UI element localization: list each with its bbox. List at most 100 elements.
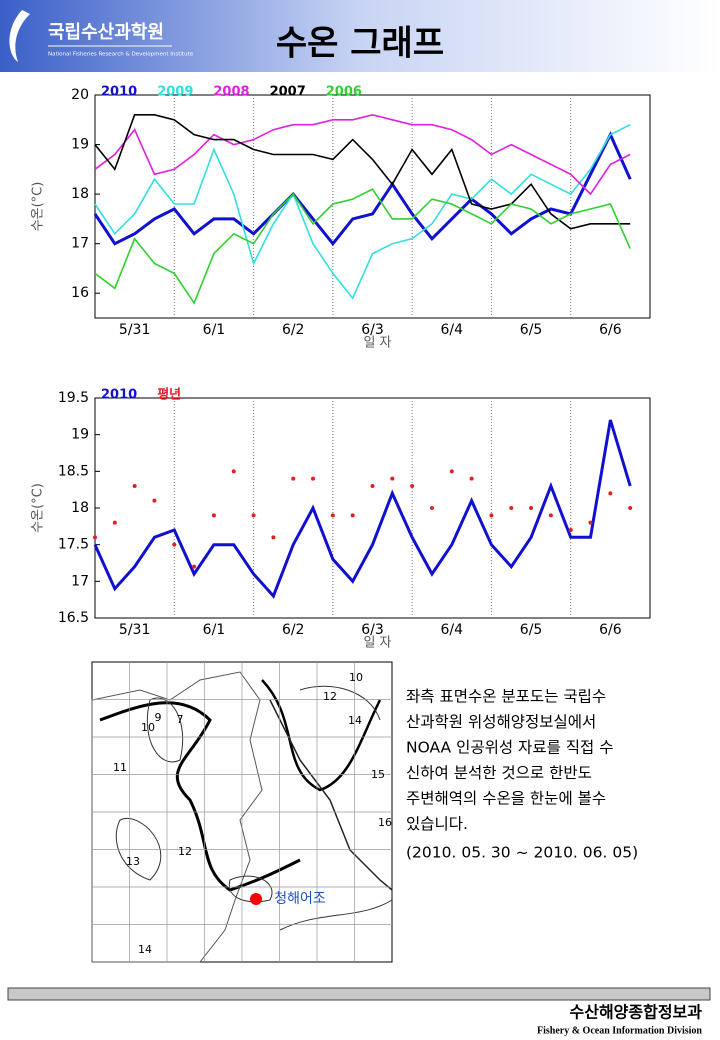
series-line (94, 114, 631, 230)
y-tick-label: 18.5 (58, 463, 89, 479)
x-tick-label: 6/1 (203, 622, 226, 638)
contour-label: 15 (371, 768, 385, 781)
legend-label: 2010 (101, 388, 137, 403)
y-tick-label: 20 (71, 87, 89, 103)
front (99, 701, 301, 892)
contour-label: 7 (177, 713, 184, 726)
data-point (291, 476, 296, 481)
series-line (94, 123, 631, 300)
data-point (330, 513, 335, 518)
x-tick-label: 6/5 (520, 322, 543, 338)
description-line: 산과학원 위성해양정보실에서 (406, 713, 596, 731)
y-tick-label: 19.5 (58, 390, 89, 406)
x-tick-label: 6/5 (520, 622, 543, 638)
contour-label: 13 (126, 855, 140, 868)
data-point (628, 506, 633, 510)
y-tick-label: 17 (71, 236, 89, 252)
y-axis-label: 수온(°C) (31, 182, 46, 232)
coast (269, 699, 393, 891)
data-point (112, 520, 117, 525)
data-point (132, 484, 137, 488)
legend-label: 2008 (213, 85, 249, 100)
y-tick-label: 18 (71, 500, 89, 516)
data-point (93, 535, 97, 540)
y-tick-label: 17 (71, 573, 89, 589)
x-tick-label: 6/1 (203, 322, 226, 338)
x-axis-label: 일 자 (363, 336, 391, 351)
series-line (93, 419, 632, 599)
x-tick-label: 6/2 (282, 322, 305, 338)
x-tick-label: 5/31 (119, 322, 150, 338)
data-point (588, 520, 593, 525)
data-point (529, 506, 534, 510)
contour-label: 10 (349, 671, 363, 684)
data-point (449, 469, 454, 474)
y-tick-label: 19 (71, 427, 89, 443)
map-site-label: 청해어조 (274, 891, 326, 907)
org-name-en: National Fisheries Research & Developmen… (48, 52, 194, 58)
contour-label: 14 (138, 943, 152, 956)
contour-label: 14 (348, 714, 362, 727)
data-point (608, 491, 613, 496)
data-point (410, 484, 415, 488)
contour-label: 12 (323, 690, 337, 703)
series-line (94, 113, 631, 196)
plot-area (94, 397, 651, 619)
front (261, 679, 382, 792)
x-tick-label: 6/4 (441, 322, 464, 338)
contour-label: 9 (155, 711, 162, 724)
x-tick-label: 5/31 (119, 622, 150, 638)
y-tick-label: 19 (71, 137, 89, 153)
page-title: 수온 그래프 (276, 24, 444, 64)
description-line: 좌측 표면수온 분포도는 국립수 (406, 688, 606, 706)
site-marker (250, 893, 262, 905)
org-name: 국립수산과학원 (48, 21, 164, 43)
legend-label: 2009 (157, 85, 193, 100)
x-axis-label: 일 자 (363, 636, 391, 651)
sst-map: 9 7 10 11 12 13 14 15 16 10 12 14 청해어조 (91, 661, 393, 963)
data-point (370, 484, 375, 488)
data-point (192, 564, 197, 569)
contour-label: 12 (178, 845, 192, 858)
x-tick-label: 6/2 (282, 622, 305, 638)
series-line (94, 188, 631, 305)
contour-label: 11 (113, 761, 127, 774)
contour (115, 685, 393, 931)
description-line: NOAA 인공위성 자료를 직접 수 (406, 739, 613, 757)
description-line: 있습니다. (406, 815, 468, 833)
y-tick-label: 17.5 (58, 537, 89, 553)
data-point (271, 535, 276, 540)
legend-label: 평년 (157, 387, 181, 403)
data-point (489, 513, 494, 518)
data-point (469, 476, 474, 481)
footer-bar (7, 987, 711, 1001)
plot-area (94, 94, 651, 319)
data-point (211, 513, 216, 518)
description-line: (2010. 05. 30 ~ 2010. 06. 05) (406, 844, 638, 862)
data-point (251, 513, 256, 518)
x-tick-label: 6/3 (361, 622, 384, 638)
y-axis-label: 수온(°C) (31, 483, 46, 533)
legend-label: 2006 (326, 85, 362, 100)
x-tick-label: 6/3 (361, 322, 384, 338)
series-line (93, 131, 632, 247)
data-point (390, 476, 395, 481)
y-tick-label: 16.5 (58, 610, 89, 626)
x-tick-label: 6/6 (599, 322, 622, 338)
x-tick-label: 6/4 (441, 622, 464, 638)
data-point (231, 469, 236, 474)
data-point (311, 476, 316, 481)
y-tick-label: 16 (71, 285, 89, 301)
x-tick-label: 6/6 (599, 622, 622, 638)
data-point (429, 506, 434, 510)
data-point (548, 513, 553, 518)
header-band (0, 0, 720, 72)
coast (91, 671, 263, 963)
legend-label: 2007 (270, 85, 306, 100)
data-point (152, 498, 157, 503)
description-line: 신하여 분석한 것으로 한반도 (406, 764, 592, 782)
data-point (172, 542, 177, 547)
footer-subtitle: Fishery & Ocean Information Division (537, 1025, 702, 1036)
description-line: 주변해역의 수온을 한눈에 볼수 (406, 790, 606, 808)
